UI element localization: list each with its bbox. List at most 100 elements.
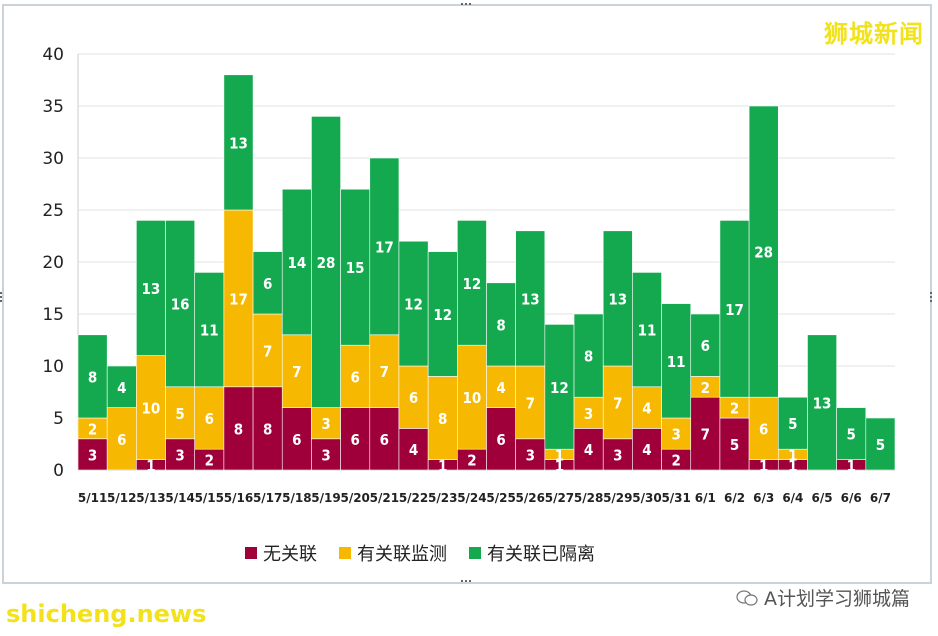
value-label-unlinked: 5	[730, 436, 739, 454]
value-label-unlinked: 1	[438, 457, 447, 475]
x-tick-label: 5/28	[574, 491, 603, 505]
value-label-quarantined: 8	[584, 348, 593, 366]
x-tick-label: 6/1	[695, 491, 716, 505]
bar-segment-quarantined	[106, 365, 137, 408]
bar-segment-monitored	[194, 386, 225, 450]
value-label-quarantined: 12	[463, 275, 482, 293]
bar-segment-monitored	[340, 344, 371, 408]
bar-segment-quarantined	[515, 230, 546, 367]
bar-segment-unlinked	[602, 438, 633, 471]
bar-segment-monitored	[252, 313, 283, 388]
x-tick-label: 6/3	[753, 491, 774, 505]
y-tick-label: 30	[42, 149, 64, 169]
x-tick-label: 5/15	[195, 491, 224, 505]
bar-segment-monitored	[427, 376, 458, 460]
legend-swatch-unlinked	[245, 547, 257, 559]
x-tick-label: 6/5	[812, 491, 833, 505]
legend-item-unlinked: 无关联	[245, 540, 317, 566]
bar-segment-quarantined	[223, 74, 254, 211]
y-axis-ticks: 0 5 10 15 20 25 30 35 40	[42, 45, 64, 481]
bar-segment-monitored	[165, 386, 196, 440]
bar-segment-monitored	[486, 365, 516, 408]
value-label-unlinked: 2	[671, 452, 680, 470]
legend: 无关联 有关联监测 有关联已隔离	[245, 540, 595, 566]
x-tick-label: 5/22	[399, 491, 428, 505]
x-tick-label: 5/13	[136, 491, 165, 505]
value-label-monitored: 2	[730, 400, 739, 418]
bar-segment-monitored	[457, 344, 487, 450]
value-label-monitored: 17	[229, 290, 248, 308]
x-tick-label: 6/4	[782, 491, 803, 505]
value-label-monitored: 6	[205, 410, 214, 428]
watermark-right: A计划学习狮城篇	[736, 584, 910, 611]
legend-label-quarantined: 有关联已隔离	[487, 544, 595, 565]
x-tick-label: 5/29	[603, 491, 632, 505]
bar-segment-quarantined	[632, 272, 662, 388]
value-label-quarantined: 6	[701, 337, 710, 355]
bar-segment-monitored	[281, 334, 312, 408]
legend-item-monitored: 有关联监测	[339, 540, 447, 566]
bar-segment-quarantined	[807, 334, 837, 471]
bar-segment-quarantined	[602, 230, 633, 367]
bar-segment-quarantined	[661, 303, 692, 419]
bar-segment-unlinked	[486, 407, 516, 471]
value-label-unlinked: 4	[584, 441, 593, 459]
value-label-unlinked: 1	[146, 457, 155, 475]
bar-segment-unlinked	[369, 407, 400, 471]
value-label-monitored: 7	[380, 363, 389, 381]
bar-segment-monitored	[573, 396, 604, 429]
value-label-monitored: 2	[701, 379, 710, 397]
x-tick-label: 5/17	[253, 491, 282, 505]
value-label-monitored: 10	[463, 389, 482, 407]
value-label-quarantined: 12	[550, 379, 569, 397]
value-label-unlinked: 8	[234, 420, 243, 438]
bar-segment-quarantined	[865, 417, 896, 471]
bar-segment-quarantined	[340, 188, 371, 346]
x-tick-label: 5/14	[165, 491, 194, 505]
value-label-monitored: 6	[409, 389, 418, 407]
value-label-quarantined: 11	[638, 322, 657, 340]
bar-segment-monitored	[311, 407, 341, 440]
resize-handle-top[interactable]	[461, 3, 471, 7]
value-label-monitored: 4	[496, 379, 505, 397]
value-label-monitored: 7	[263, 342, 272, 360]
value-label-quarantined: 28	[317, 254, 336, 272]
value-label-unlinked: 8	[263, 420, 272, 438]
value-label-monitored: 1	[788, 446, 797, 464]
x-tick-label: 5/31	[661, 491, 690, 505]
value-label-quarantined: 13	[142, 280, 161, 298]
value-label-quarantined: 12	[433, 306, 452, 324]
value-label-quarantined: 28	[754, 244, 773, 262]
value-label-quarantined: 4	[117, 379, 126, 397]
resize-handle-left[interactable]	[0, 292, 4, 302]
value-label-quarantined: 13	[608, 290, 627, 308]
value-label-quarantined: 5	[847, 426, 856, 444]
value-label-monitored: 3	[321, 415, 330, 433]
value-label-monitored: 8	[438, 410, 447, 428]
x-tick-label: 5/23	[428, 491, 457, 505]
bar-segment-quarantined	[748, 105, 779, 398]
y-tick-label: 5	[53, 409, 64, 429]
value-label-unlinked: 3	[526, 446, 535, 464]
x-tick-label: 5/25	[486, 491, 515, 505]
bars: 3286411013351626118171387667143328661567…	[77, 74, 896, 475]
value-label-quarantined: 6	[263, 275, 272, 293]
bar-segment-unlinked	[398, 428, 429, 471]
bar-segment-quarantined	[690, 313, 721, 377]
value-label-quarantined: 8	[496, 316, 505, 334]
value-label-quarantined: 11	[200, 322, 219, 340]
resize-handle-bottom[interactable]	[461, 580, 471, 584]
legend-label-monitored: 有关联监测	[357, 544, 447, 565]
bar-segment-quarantined	[486, 282, 516, 367]
bar-segment-monitored	[369, 334, 400, 408]
x-tick-label: 5/11	[78, 491, 107, 505]
resize-handle-right[interactable]	[930, 292, 934, 302]
value-label-quarantined: 16	[171, 296, 190, 314]
bar-segment-monitored	[136, 355, 166, 460]
value-label-monitored: 3	[584, 405, 593, 423]
x-tick-label: 5/21	[370, 491, 399, 505]
x-tick-label: 5/20	[340, 491, 369, 505]
value-label-unlinked: 6	[496, 431, 505, 449]
value-label-quarantined: 14	[287, 254, 306, 272]
